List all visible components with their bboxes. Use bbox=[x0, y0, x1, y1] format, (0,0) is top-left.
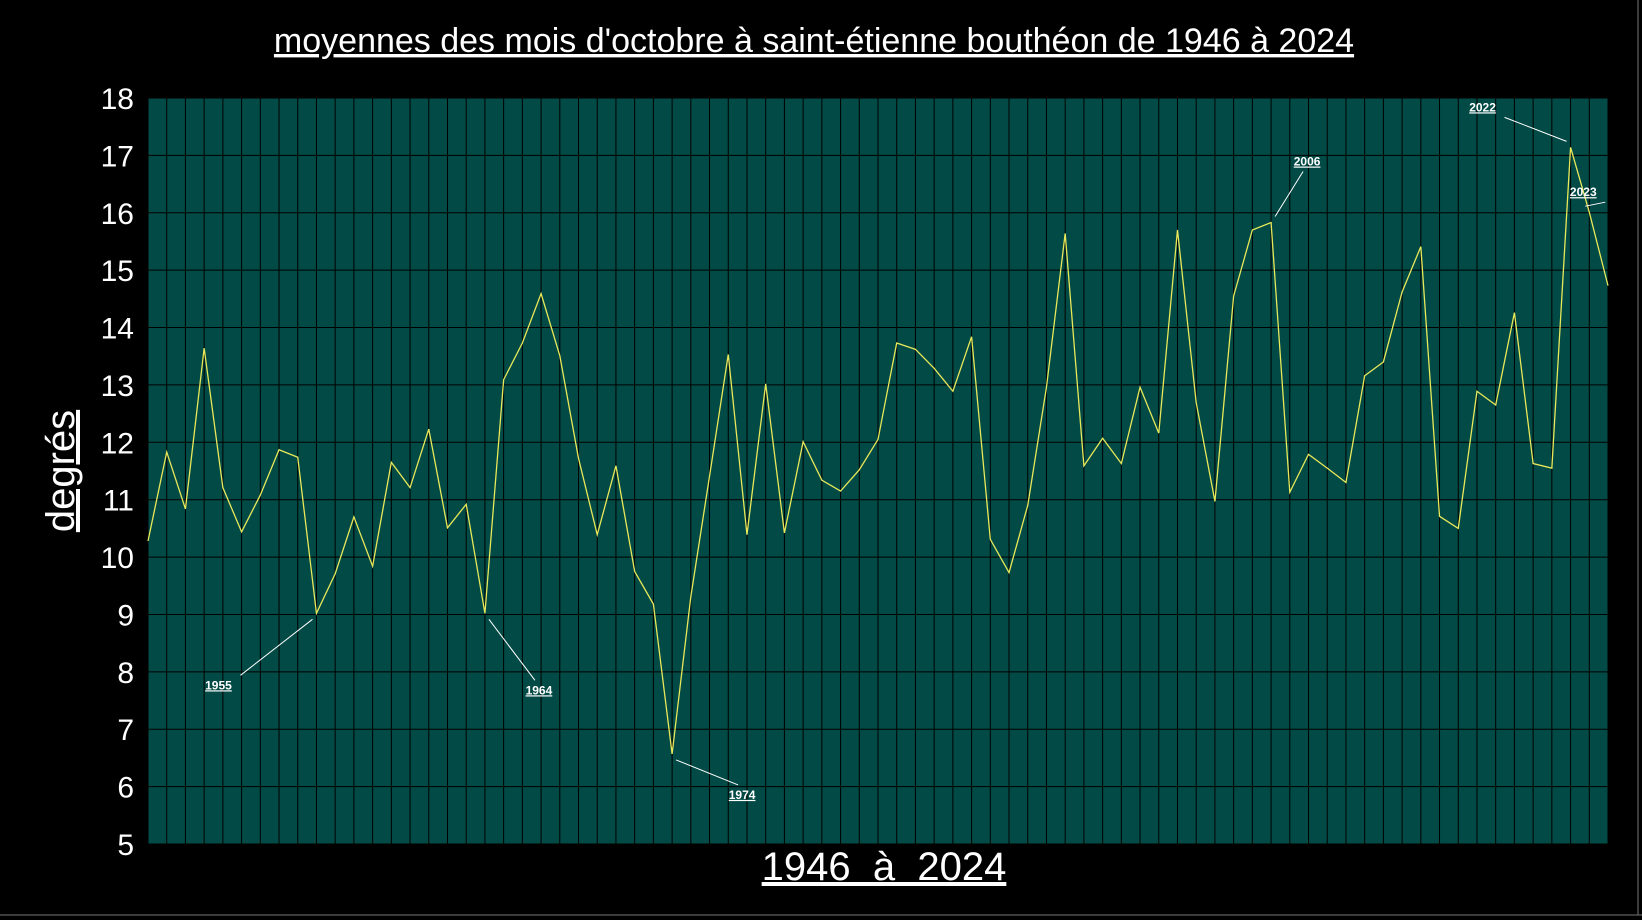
annotation: 1955 bbox=[205, 678, 232, 692]
y-tick-label: 7 bbox=[117, 714, 134, 747]
annotation-leader bbox=[1274, 171, 1304, 217]
annotation-leader bbox=[240, 618, 313, 676]
y-tick-label: 18 bbox=[101, 83, 134, 116]
y-tick-label: 14 bbox=[101, 313, 134, 346]
y-tick-label: 11 bbox=[103, 485, 134, 518]
annotation: 1964 bbox=[526, 683, 553, 697]
annotation-leader bbox=[675, 759, 739, 786]
y-tick-label: 15 bbox=[101, 255, 134, 288]
data-line bbox=[147, 147, 1609, 754]
annotation: 2022 bbox=[1469, 100, 1496, 114]
annotation-leader bbox=[1585, 201, 1606, 207]
annotation: 2006 bbox=[1294, 155, 1321, 169]
y-axis-label: degrés bbox=[39, 410, 83, 532]
y-tick-label: 16 bbox=[101, 198, 134, 231]
y-tick-label: 10 bbox=[101, 542, 134, 575]
y-tick-label: 8 bbox=[117, 657, 134, 690]
annotation: 2023 bbox=[1570, 185, 1597, 199]
x-axis-label: 1946 à 2024 bbox=[762, 845, 1007, 889]
y-tick-label: 17 bbox=[101, 140, 134, 173]
annotation-leader bbox=[1504, 116, 1567, 142]
annotation: 1974 bbox=[729, 788, 756, 802]
y-tick-label: 5 bbox=[117, 829, 134, 862]
y-tick-label: 13 bbox=[101, 370, 134, 403]
y-tick-label: 12 bbox=[101, 427, 134, 460]
y-tick-label: 9 bbox=[117, 599, 134, 632]
y-tick-label: 6 bbox=[117, 772, 134, 805]
chart-title: moyennes des mois d'octobre à saint-étie… bbox=[274, 22, 1354, 60]
annotation-leader bbox=[488, 619, 536, 681]
